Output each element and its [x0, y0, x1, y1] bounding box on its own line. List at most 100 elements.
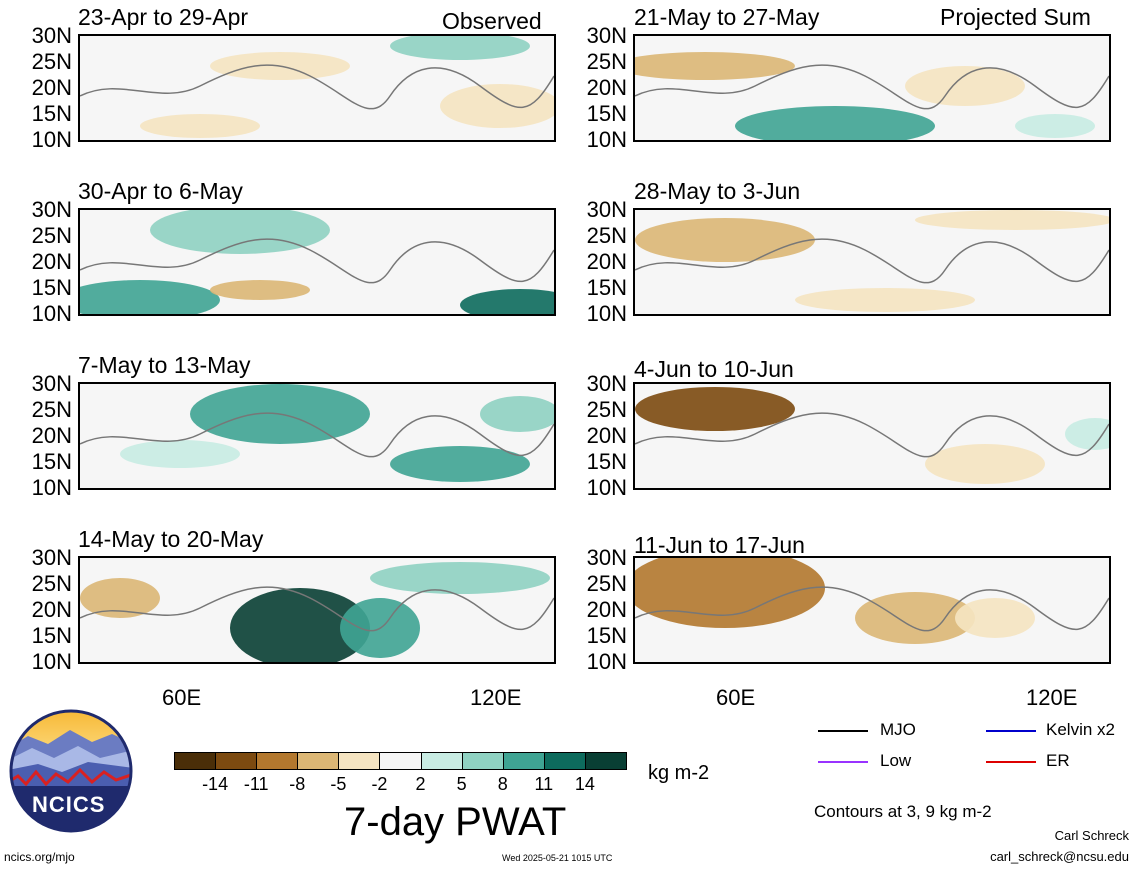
logo-text: NCICS: [32, 792, 106, 817]
panel-title: 21-May to 27-May: [634, 4, 820, 30]
lat-tick-label: 10N: [31, 649, 72, 674]
legend-swatch-er: [986, 761, 1036, 763]
colorbar-swatch: [379, 752, 422, 770]
pwat-field: [80, 36, 554, 138]
legend-swatch-mjo: [818, 730, 868, 732]
colorbar-tick-label: -14: [202, 774, 229, 794]
legend-swatch-kelvin: [986, 730, 1036, 732]
colorbar-swatch: [174, 752, 217, 770]
lat-tick-label: 30N: [586, 371, 627, 396]
legend-label-kelvin: Kelvin x2: [1046, 720, 1115, 739]
observed-label: Observed: [442, 8, 542, 34]
projected-sum-label: Projected Sum: [940, 4, 1091, 30]
lat-tick-label: 10N: [31, 475, 72, 500]
legend-label-low: Low: [880, 751, 912, 770]
colorbar-tick-label: 2: [415, 774, 426, 794]
colorbar-units: kg m-2: [648, 762, 710, 784]
legend-swatch-low: [818, 761, 868, 763]
lat-tick-label: 30N: [586, 197, 627, 222]
map-panel: [78, 382, 556, 490]
map-panel: [78, 208, 556, 316]
map-panel: [633, 382, 1111, 490]
colorbar-swatch: [584, 752, 627, 770]
lat-tick-label: 10N: [31, 301, 72, 326]
lat-tick-label: 30N: [586, 23, 627, 48]
lat-tick-label: 30N: [31, 197, 72, 222]
footer-site: ncics.org/mjo: [4, 850, 75, 864]
lat-tick-label: 15N: [586, 449, 627, 474]
lat-tick-label: 25N: [586, 397, 627, 422]
lat-tick-label: 25N: [586, 223, 627, 248]
contours-note: Contours at 3, 9 kg m-2: [814, 802, 992, 821]
lat-tick-label: 10N: [586, 127, 627, 152]
panel-title: 23-Apr to 29-Apr: [78, 4, 249, 30]
pwat-field: [635, 52, 1109, 140]
panel-title: 30-Apr to 6-May: [78, 178, 243, 204]
lat-tick-label: 20N: [586, 75, 627, 100]
lat-tick-label: 20N: [586, 423, 627, 448]
panel-title: 11-Jun to 17-Jun: [634, 532, 805, 558]
lat-tick-label: 30N: [31, 545, 72, 570]
colorbar-swatch: [461, 752, 504, 770]
lat-tick-label: 15N: [31, 449, 72, 474]
lat-tick-label: 30N: [31, 23, 72, 48]
lat-tick-label: 15N: [31, 275, 72, 300]
lon-tick-label: 60E: [162, 685, 202, 710]
pwat-field: [80, 562, 554, 662]
colorbar-tick-label: -5: [330, 774, 347, 794]
lat-tick-label: 15N: [586, 275, 627, 300]
panel-title: 28-May to 3-Jun: [634, 178, 801, 204]
lat-tick-label: 10N: [586, 475, 627, 500]
footer-author: Carl Schreck: [1054, 828, 1129, 843]
colorbar-tick-label: 11: [534, 774, 554, 794]
map-panel: [633, 556, 1111, 664]
pwat-field: [80, 210, 554, 314]
colorbar-swatch: [215, 752, 258, 770]
colorbar-swatch: [543, 752, 586, 770]
lat-tick-label: 15N: [586, 623, 627, 648]
panel-title: 14-May to 20-May: [78, 526, 264, 552]
colorbar-swatch: [256, 752, 299, 770]
lat-tick-label: 25N: [31, 397, 72, 422]
map-panel: [78, 34, 556, 142]
lat-tick-label: 20N: [586, 597, 627, 622]
lat-tick-label: 25N: [586, 571, 627, 596]
colorbar-swatch: [297, 752, 340, 770]
lon-tick-label: 120E: [1026, 685, 1078, 710]
lat-tick-label: 20N: [31, 249, 72, 274]
lat-tick-label: 10N: [586, 301, 627, 326]
colorbar-tick-label: 5: [456, 774, 467, 794]
colorbar-tick-label: -11: [243, 774, 269, 794]
chart-title: 7-day PWAT: [344, 800, 567, 844]
pwat-field: [635, 387, 1109, 484]
colorbar-tick-label: -2: [371, 774, 388, 794]
lat-tick-label: 25N: [586, 49, 627, 74]
lat-tick-label: 10N: [586, 649, 627, 674]
map-panel: [78, 556, 556, 664]
lon-tick-label: 120E: [470, 685, 522, 710]
footer-email: carl_schreck@ncsu.edu: [990, 849, 1129, 864]
legend-label-mjo: MJO: [880, 720, 916, 739]
lat-tick-label: 10N: [31, 127, 72, 152]
pwat-field: [635, 210, 1109, 312]
footer-timestamp: Wed 2025-05-21 1015 UTC: [502, 853, 613, 863]
colorbar-swatch: [338, 752, 381, 770]
pwat-field: [80, 384, 554, 482]
colorbar-swatch: [502, 752, 545, 770]
lat-tick-label: 25N: [31, 571, 72, 596]
pwat-field: [635, 558, 1109, 644]
panel-title: 4-Jun to 10-Jun: [634, 356, 794, 382]
lon-tick-label: 60E: [716, 685, 756, 710]
colorbar: [174, 752, 627, 772]
ncics-logo: NCICS: [8, 708, 134, 834]
lat-tick-label: 20N: [31, 423, 72, 448]
lat-tick-label: 20N: [586, 249, 627, 274]
lat-tick-label: 25N: [31, 49, 72, 74]
colorbar-tick-label: 8: [497, 774, 508, 794]
map-panel: [633, 208, 1111, 316]
colorbar-tick-label: -8: [289, 774, 306, 794]
panel-title: 7-May to 13-May: [78, 352, 251, 378]
lat-tick-label: 20N: [31, 75, 72, 100]
colorbar-swatch: [420, 752, 463, 770]
lat-tick-label: 15N: [586, 101, 627, 126]
